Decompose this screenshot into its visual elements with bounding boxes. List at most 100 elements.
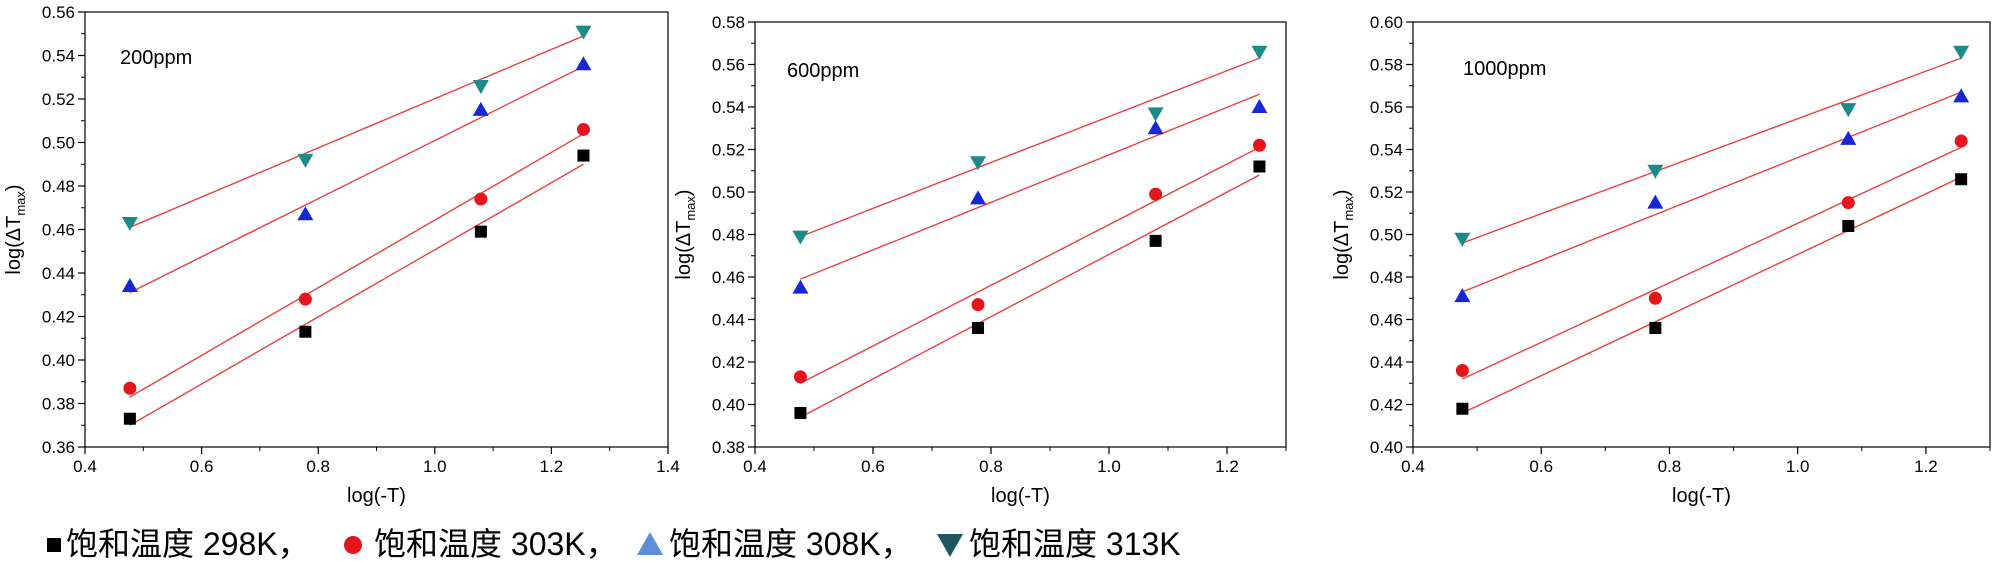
data-point: [972, 322, 985, 334]
y-tick-label: 0.46: [1370, 311, 1403, 330]
y-tick-label: 0.42: [712, 353, 745, 372]
y-tick-label: 0.48: [1370, 268, 1403, 287]
legend-label: 饱和温度 313K: [969, 526, 1181, 562]
data-point: [1649, 322, 1662, 334]
legend-marker: [637, 532, 663, 555]
data-point: [1456, 402, 1469, 415]
data-point: [472, 79, 489, 94]
fit-line: [800, 93, 1260, 280]
fit-line: [129, 65, 584, 294]
data-point: [1842, 220, 1855, 232]
y-axis-title: log(ΔTmax): [3, 184, 28, 274]
data-point: [298, 292, 312, 306]
data-point: [472, 101, 489, 116]
data-point: [1648, 291, 1662, 305]
y-tick-label: 0.36: [42, 438, 75, 457]
y-tick-label: 0.44: [1370, 353, 1403, 372]
series-4: [792, 45, 1268, 245]
y-tick-label: 0.54: [712, 98, 745, 117]
x-tick-label: 0.6: [190, 457, 214, 476]
data-point: [297, 206, 314, 221]
legend-item-3: 饱和温度 308K，: [637, 526, 913, 562]
fit-line: [800, 146, 1260, 384]
data-point: [121, 216, 138, 231]
y-axis-title-close: ): [673, 189, 695, 196]
y-tick-label: 0.50: [712, 183, 745, 202]
data-point: [792, 230, 809, 245]
data-point: [575, 56, 592, 71]
legend-label: 饱和温度 298K，: [66, 526, 310, 562]
x-axis-title: log(-T): [1672, 485, 1731, 507]
data-point: [474, 225, 487, 238]
y-tick-label: 0.40: [42, 351, 75, 370]
data-point: [1955, 173, 1968, 186]
legend: 饱和温度 298K， 饱和温度 303K， 饱和温度 308K， 饱和温度 313K: [47, 526, 1181, 562]
y-tick-label: 0.50: [42, 134, 75, 153]
x-tick-label: 0.4: [73, 457, 97, 476]
chart-panel-1: 0.4 0.6 0.8 1.0 1.2 1.4 0.36 0.38 0.40 0.42 0.44 0.…: [3, 3, 680, 507]
chart-panel-2: 0.4 0.6 0.8 1.0 1.2 0.38 0.40 0.42 0.44 0.46 0.48 0…: [673, 13, 1287, 507]
data-point: [1647, 194, 1664, 209]
y-axis-title-close: ): [3, 184, 25, 191]
y-tick-label: 0.58: [1370, 56, 1403, 75]
y-tick-label: 0.60: [1370, 13, 1403, 32]
legend-label: 饱和温度 308K，: [669, 526, 913, 562]
y-tick-label: 0.42: [1370, 396, 1403, 415]
data-point: [1147, 120, 1164, 135]
data-point: [1253, 160, 1266, 173]
data-point: [123, 412, 136, 425]
panel-label: 1000ppm: [1463, 58, 1546, 80]
x-tick-label: 0.4: [1401, 457, 1425, 476]
y-tick-label: 0.40: [1370, 438, 1403, 457]
legend-item-1: 饱和温度 298K，: [47, 526, 310, 562]
series-4: [121, 25, 592, 231]
series-1: [794, 160, 1266, 419]
y-tick-label: 0.52: [42, 90, 75, 109]
legend-marker: [344, 536, 362, 554]
x-tick-label: 0.8: [979, 457, 1003, 476]
data-point: [1251, 99, 1268, 113]
data-point: [1454, 232, 1471, 247]
data-point: [299, 325, 312, 338]
y-axis-title-subscript: max: [13, 191, 28, 216]
y-tick-label: 0.40: [712, 396, 745, 415]
data-point: [1647, 164, 1664, 179]
y-axis-title-subscript: max: [1341, 196, 1356, 221]
data-point: [1953, 45, 1970, 60]
x-tick-label: 0.8: [306, 457, 330, 476]
data-point: [793, 370, 807, 384]
chart-panel-3: 0.4 0.6 0.8 1.0 1.2 0.40 0.42 0.44 0.46 0.48 0.50 0…: [1331, 13, 1991, 507]
panel-label: 200ppm: [120, 47, 192, 69]
fit-line: [1462, 57, 1962, 244]
fit-line: [1462, 91, 1962, 293]
legend-label: 饱和温度 303K，: [374, 526, 618, 562]
fit-line: [129, 35, 584, 228]
y-tick-label: 0.38: [712, 438, 745, 457]
y-tick-label: 0.46: [42, 221, 75, 240]
x-tick-label: 0.6: [861, 457, 885, 476]
legend-marker: [47, 538, 61, 552]
y-tick-label: 0.54: [1370, 141, 1403, 160]
series-1: [123, 149, 590, 426]
fit-line: [129, 133, 584, 398]
data-point: [577, 149, 590, 162]
x-axis-title: log(-T): [347, 485, 406, 507]
data-point: [1149, 187, 1163, 201]
data-point: [576, 122, 590, 136]
y-tick-label: 0.56: [1370, 98, 1403, 117]
x-tick-label: 0.4: [743, 457, 767, 476]
legend-item-4: 饱和温度 313K: [937, 526, 1181, 562]
y-axis-title: log(ΔTmax): [1331, 189, 1356, 279]
x-tick-label: 0.8: [1658, 457, 1682, 476]
y-tick-label: 0.46: [712, 268, 745, 287]
data-point: [474, 192, 488, 206]
y-axis-title-subscript: max: [683, 196, 698, 221]
x-axis-title: log(-T): [991, 485, 1050, 507]
y-tick-label: 0.54: [42, 47, 75, 66]
data-point: [1149, 234, 1162, 247]
y-tick-label: 0.42: [42, 308, 75, 327]
series-2: [1455, 134, 1968, 380]
series-3: [121, 56, 592, 294]
panel-label: 600ppm: [787, 60, 859, 82]
